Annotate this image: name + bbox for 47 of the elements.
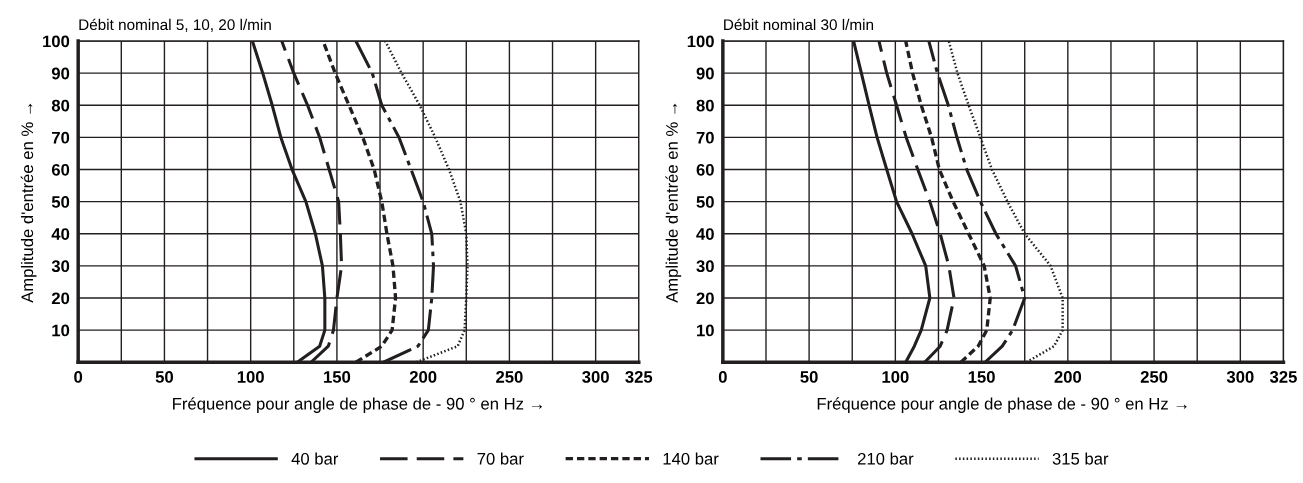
legend-label: 210 bar — [858, 452, 914, 465]
y-tick-label: 50 — [51, 196, 70, 208]
x-tick-label: 100 — [882, 371, 909, 383]
y-tick-label: 20 — [696, 292, 714, 305]
x-tick-label: 200 — [409, 371, 437, 383]
y-tick-label: 30 — [696, 260, 714, 273]
x-tick-label: 150 — [324, 371, 351, 383]
x-tick-label: 325 — [625, 371, 653, 383]
x-axis-title: Fréquence pour angle de phase de - 90 ° en Hz → — [817, 397, 1187, 413]
y-tick-label: 20 — [51, 292, 70, 305]
y-axis-title: Amplitude d'entrée en % → — [20, 103, 37, 303]
x-tick-label: 300 — [582, 371, 609, 383]
y-tick-label: 30 — [51, 260, 70, 273]
x-tick-label: 0 — [718, 371, 727, 383]
y-tick-label: 50 — [696, 196, 714, 208]
x-tick-label: 200 — [1054, 371, 1082, 383]
y-tick-label: 100 — [687, 35, 714, 48]
x-tick-label: 250 — [1140, 371, 1168, 383]
y-axis-title: Amplitude d'entrée en % → — [665, 103, 682, 303]
y-tick-label: 40 — [51, 228, 70, 240]
legend-label: 315 bar — [1052, 452, 1109, 465]
y-tick-label: 10 — [52, 324, 70, 337]
y-tick-label: 80 — [696, 99, 714, 112]
y-tick-label: 70 — [696, 131, 714, 144]
x-tick-label: 325 — [1269, 371, 1297, 383]
y-tick-label: 80 — [51, 99, 70, 112]
x-tick-label: 250 — [496, 371, 523, 383]
x-tick-label: 50 — [800, 371, 818, 383]
chart-title: Débit nominal 30 l/min — [724, 18, 874, 31]
x-tick-label: 0 — [74, 371, 83, 383]
legend-label: 70 bar — [477, 452, 524, 465]
y-tick-label: 10 — [697, 324, 714, 337]
x-axis-title: Fréquence pour angle de phase de - 90 ° en Hz → — [173, 397, 542, 413]
y-tick-label: 70 — [52, 131, 70, 144]
x-tick-label: 100 — [237, 371, 264, 383]
legend-label: 140 bar — [663, 452, 719, 465]
y-tick-label: 40 — [696, 228, 714, 240]
chart-title: Débit nominal 5, 10, 20 l/min — [79, 18, 271, 32]
y-tick-label: 60 — [51, 163, 70, 176]
legend-label: 40 bar — [291, 452, 339, 465]
x-tick-label: 150 — [968, 371, 995, 383]
y-tick-label: 60 — [696, 163, 714, 176]
x-tick-label: 50 — [155, 371, 174, 383]
y-tick-label: 90 — [696, 67, 714, 80]
x-tick-label: 300 — [1226, 371, 1254, 383]
y-tick-label: 100 — [43, 35, 70, 48]
y-tick-label: 90 — [51, 67, 70, 80]
